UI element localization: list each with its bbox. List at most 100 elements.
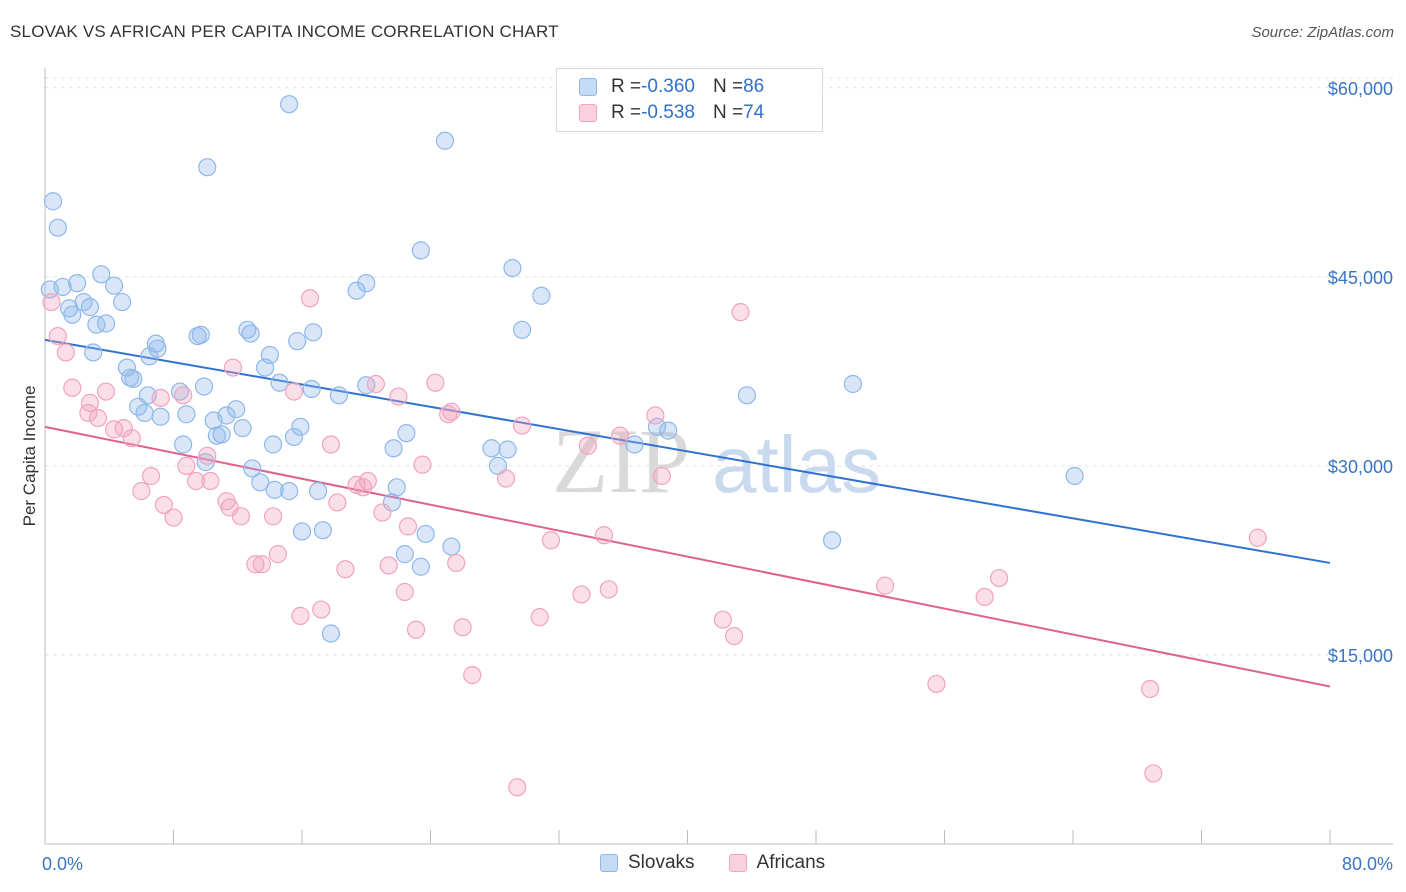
point-slovaks (387, 478, 406, 497)
point-slovaks (284, 427, 304, 447)
point-slovaks (291, 417, 310, 436)
point-africans (439, 405, 458, 424)
legend-item-africans[interactable]: Africans (728, 852, 826, 874)
point-slovaks (395, 545, 414, 564)
point-africans (652, 466, 671, 486)
point-africans (1144, 764, 1163, 783)
watermark-atlas: atlas (712, 420, 881, 509)
point-africans (990, 568, 1009, 588)
x-tick-label-min: 0.0% (42, 854, 83, 874)
point-slovaks (112, 292, 132, 312)
point-slovaks (43, 192, 63, 211)
point-africans (56, 343, 75, 362)
point-africans (594, 526, 614, 545)
point-africans (1140, 679, 1160, 699)
point-slovaks (498, 440, 517, 459)
point-africans (141, 466, 161, 486)
point-slovaks (177, 405, 196, 424)
point-slovaks (270, 373, 289, 392)
y-tick-labels: $15,000 $30,000 $45,000 $60,000 (1328, 79, 1393, 666)
point-slovaks (280, 95, 299, 114)
point-africans (463, 666, 482, 685)
point-slovaks (212, 425, 231, 444)
trend-lines (44, 338, 1331, 688)
point-slovaks (48, 218, 67, 237)
point-africans (164, 508, 183, 527)
point-slovaks (288, 332, 307, 351)
point-africans (731, 303, 750, 322)
r-value: -0.538 (641, 102, 695, 123)
point-slovaks (411, 241, 430, 260)
point-africans (646, 406, 665, 425)
africans-swatch (728, 854, 747, 872)
point-slovaks (397, 424, 416, 443)
n-label: N = (712, 102, 744, 123)
point-africans (132, 482, 151, 501)
point-africans (512, 416, 532, 435)
point-slovaks (843, 374, 863, 394)
point-slovaks (151, 407, 170, 426)
r-label: R = (611, 102, 642, 123)
point-slovaks (411, 557, 430, 576)
legend-row-africans: R = -0.538 N = 74 (579, 100, 764, 126)
point-slovaks (737, 386, 757, 405)
point-africans (1248, 528, 1267, 547)
point-slovaks (243, 459, 262, 478)
n-value: 74 (743, 102, 765, 123)
point-slovaks (68, 274, 87, 293)
point-slovaks (659, 421, 678, 440)
point-africans (975, 587, 994, 607)
point-slovaks (124, 369, 143, 389)
point-slovaks (104, 276, 124, 295)
point-africans (122, 429, 141, 448)
point-africans (610, 426, 630, 445)
slovaks-swatch (579, 78, 597, 96)
point-slovaks (194, 377, 214, 396)
point-africans (246, 555, 265, 574)
point-slovaks (135, 403, 154, 423)
point-africans (379, 556, 398, 575)
point-africans (496, 469, 516, 488)
point-slovaks (251, 473, 270, 492)
point-africans (284, 382, 304, 401)
point-africans (530, 608, 549, 627)
point-africans (96, 382, 116, 401)
point-slovaks (92, 265, 111, 284)
point-slovaks (435, 131, 455, 150)
point-africans (508, 778, 527, 797)
point-slovaks (80, 298, 100, 317)
point-slovaks (347, 281, 366, 300)
point-africans (231, 507, 251, 526)
point-slovaks (442, 537, 461, 556)
point-africans (358, 471, 377, 491)
point-africans (48, 326, 67, 346)
point-slovaks (196, 453, 215, 472)
point-slovaks (227, 400, 246, 419)
correlation-legend: R = -0.360 N = 86 R = -0.538 N = 74 (556, 68, 823, 132)
point-africans (252, 555, 271, 574)
point-slovaks (304, 323, 323, 342)
point-slovaks (148, 339, 167, 358)
point-slovaks (625, 435, 644, 454)
legend-label-africans: Africans (756, 852, 826, 873)
point-africans (398, 517, 418, 536)
point-slovaks (87, 315, 106, 334)
r-label: R = (611, 76, 642, 97)
data-points (40, 95, 1267, 797)
point-africans (268, 545, 288, 564)
point-africans (453, 618, 472, 637)
point-africans (336, 560, 355, 579)
point-africans (541, 531, 561, 550)
watermark: ZIP atlas (552, 410, 881, 512)
legend-item-slovaks[interactable]: Slovaks (600, 852, 695, 874)
point-slovaks (53, 277, 72, 297)
point-africans (42, 292, 61, 312)
point-slovaks (1065, 466, 1084, 486)
point-slovaks (263, 435, 283, 454)
point-africans (442, 402, 461, 421)
point-africans (366, 374, 385, 394)
y-tick-label: $45,000 (1328, 268, 1393, 288)
point-africans (572, 585, 591, 604)
point-africans (174, 386, 193, 405)
trend-line-africans (44, 425, 1331, 688)
